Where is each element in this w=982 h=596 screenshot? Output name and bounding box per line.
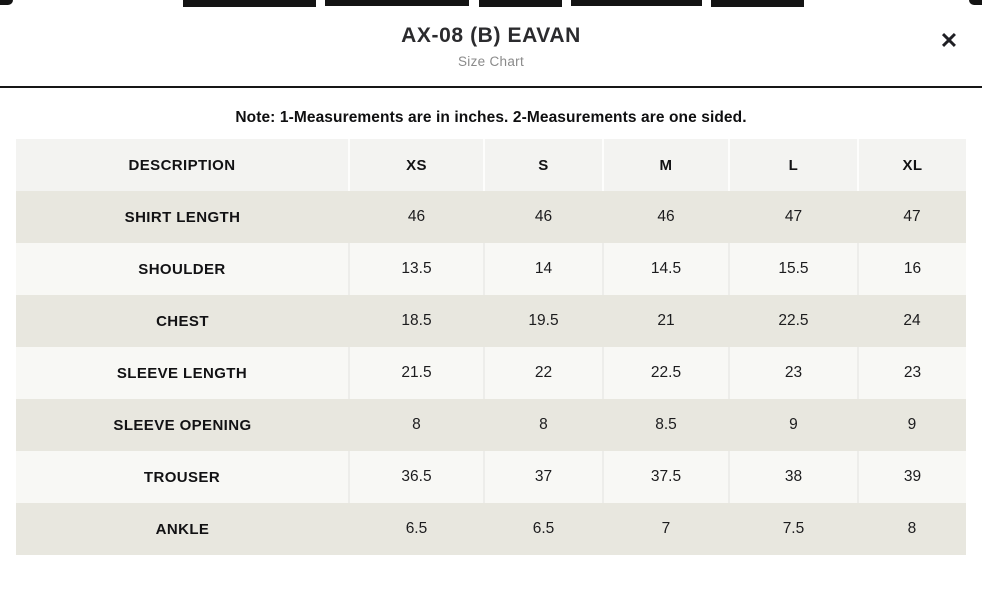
column-header-l: L [727, 139, 858, 191]
page-subtitle: Size Chart [457, 54, 525, 69]
clipped-text-fragment [711, 0, 804, 7]
row-label: SLEEVE LENGTH [16, 347, 349, 399]
table-row: ANKLE 6.5 6.5 7 7.5 8 [16, 503, 966, 555]
cell-value: 8 [348, 399, 484, 451]
close-icon: ✕ [939, 28, 959, 53]
row-label: ANKLE [16, 503, 349, 555]
cell-value: 46 [483, 191, 603, 243]
cell-value: 21 [603, 295, 729, 347]
cell-value: 46 [603, 191, 729, 243]
row-label: SHOULDER [16, 243, 349, 295]
measurement-note: Note: 1-Measurements are in inches. 2-Me… [235, 109, 747, 126]
cell-value: 47 [857, 191, 966, 243]
cell-value: 23 [856, 347, 966, 399]
cell-value: 39 [856, 451, 966, 503]
page-title: AX-08 (B) EAVAN [401, 24, 581, 47]
cell-value: 24 [857, 295, 966, 347]
cell-value: 22.5 [602, 347, 729, 399]
table-row: SLEEVE OPENING 8 8 8.5 9 9 [16, 399, 966, 451]
cell-value: 13.5 [347, 243, 484, 295]
cell-value: 6.5 [348, 503, 484, 555]
cell-value: 37.5 [602, 451, 729, 503]
column-header-xs: XS [347, 139, 484, 191]
cell-value: 6.5 [483, 503, 603, 555]
column-header-xl: XL [856, 139, 966, 191]
backdrop-corner-left [0, 0, 13, 5]
cell-value: 7.5 [728, 503, 858, 555]
row-label: SHIRT LENGTH [16, 191, 349, 243]
cell-value: 37 [482, 451, 603, 503]
cell-value: 8 [857, 503, 966, 555]
cell-value: 46 [348, 191, 484, 243]
size-chart-table: DESCRIPTION XS S M L XL SHIRT LENGTH 46 … [16, 139, 966, 555]
cell-value: 14 [482, 243, 603, 295]
cell-value: 22.5 [728, 295, 858, 347]
clipped-text-fragment [183, 0, 316, 7]
modal-header: AX-08 (B) EAVAN Size Chart ✕ [0, 7, 982, 88]
cell-value: 9 [728, 399, 858, 451]
close-button[interactable]: ✕ [934, 26, 964, 56]
cell-value: 15.5 [727, 243, 858, 295]
cell-value: 19.5 [483, 295, 603, 347]
table-row: SHIRT LENGTH 46 46 46 47 47 [16, 191, 966, 243]
cell-value: 47 [728, 191, 858, 243]
cell-value: 36.5 [347, 451, 484, 503]
cell-value: 23 [727, 347, 858, 399]
cell-value: 22 [482, 347, 603, 399]
table-row: SLEEVE LENGTH 21.5 22 22.5 23 23 [16, 347, 966, 399]
cell-value: 18.5 [348, 295, 484, 347]
clipped-text-fragment [479, 0, 562, 7]
column-header-description: DESCRIPTION [16, 139, 349, 191]
clipped-backdrop-strip [0, 0, 982, 7]
clipped-text-fragment [571, 0, 702, 6]
cell-value: 16 [856, 243, 966, 295]
row-label: CHEST [16, 295, 349, 347]
table-header-row: DESCRIPTION XS S M L XL [16, 139, 966, 191]
cell-value: 8 [483, 399, 603, 451]
row-label: SLEEVE OPENING [16, 399, 349, 451]
cell-value: 14.5 [602, 243, 729, 295]
cell-value: 21.5 [347, 347, 484, 399]
cell-value: 9 [857, 399, 966, 451]
table-row: SHOULDER 13.5 14 14.5 15.5 16 [16, 243, 966, 295]
column-header-m: M [602, 139, 729, 191]
table-row: TROUSER 36.5 37 37.5 38 39 [16, 451, 966, 503]
cell-value: 38 [727, 451, 858, 503]
row-label: TROUSER [16, 451, 349, 503]
cell-value: 8.5 [603, 399, 729, 451]
clipped-text-fragment [325, 0, 469, 6]
backdrop-corner-right [969, 0, 982, 5]
column-header-s: S [482, 139, 603, 191]
cell-value: 7 [603, 503, 729, 555]
table-row: CHEST 18.5 19.5 21 22.5 24 [16, 295, 966, 347]
